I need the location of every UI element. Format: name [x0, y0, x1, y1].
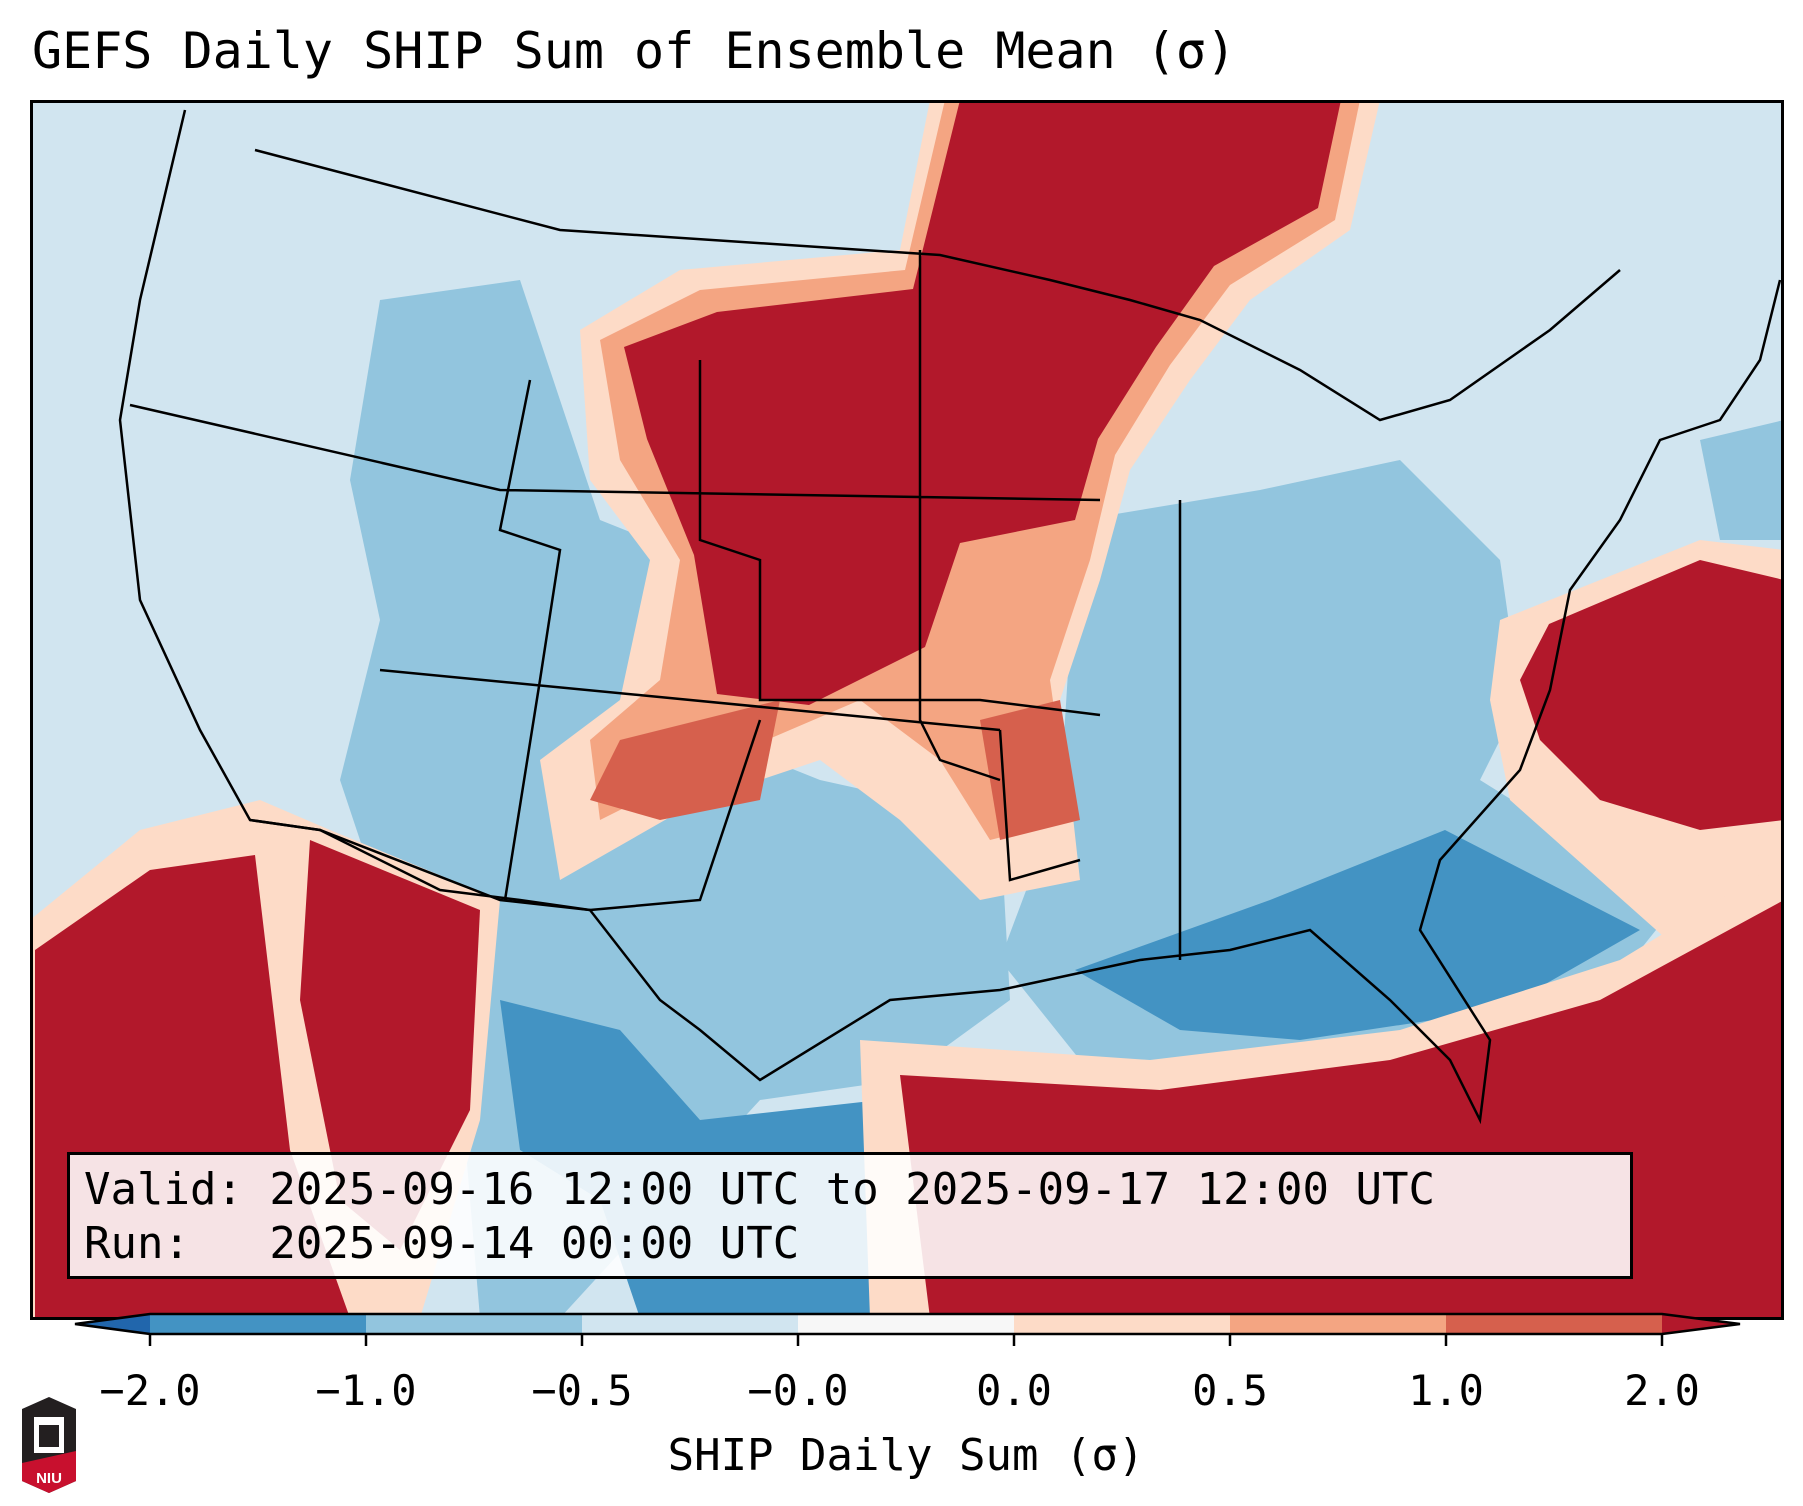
niu-logo: NIU [22, 1397, 76, 1493]
map-title: GEFS Daily SHIP Sum of Ensemble Mean (σ) [32, 22, 1237, 80]
mexico-border [249, 818, 591, 912]
colorbar-segment [1446, 1314, 1662, 1334]
field-dark-blue-southeast [1075, 830, 1640, 1040]
colorbar-tick-label: 1.0 [1408, 1366, 1484, 1415]
colorbar-tick-label: −0.0 [747, 1366, 849, 1415]
colorbar-tick-label: −1.0 [315, 1366, 417, 1415]
field-medium-blue-ne [1700, 420, 1784, 540]
run-time-text: Run: 2025-09-14 00:00 UTC [84, 1218, 800, 1269]
colorbar [74, 1312, 1741, 1346]
state-lines [129, 250, 1182, 960]
field-red-mexico [300, 840, 480, 1250]
map-panel [30, 100, 1784, 1320]
valid-run-info-box: Valid: 2025-09-16 12:00 UTC to 2025-09-1… [67, 1152, 1633, 1279]
field-red-southern-plains [590, 700, 780, 820]
colorbar-tick-label: 0.5 [1192, 1366, 1268, 1415]
svg-text:NIU: NIU [36, 1470, 62, 1487]
colorbar-tick-label: −0.5 [531, 1366, 633, 1415]
colorbar-segment [1230, 1314, 1446, 1334]
colorbar-tick-label: 0.0 [976, 1366, 1052, 1415]
colorbar-segment [1014, 1314, 1230, 1334]
colorbar-tick-label: 2.0 [1624, 1366, 1700, 1415]
colorbar-label: SHIP Daily Sum (σ) [667, 1430, 1145, 1481]
colorbar-extend-low [75, 1314, 150, 1334]
colorbar-segment [150, 1314, 366, 1334]
colorbar-extend-high [1662, 1314, 1740, 1334]
colorbar-segment [798, 1314, 1014, 1334]
field-red-northern-plains [624, 100, 1341, 705]
colorbar-tick-label: −2.0 [99, 1366, 201, 1415]
colorbar-segment [366, 1314, 582, 1334]
colorbar-segment [582, 1314, 798, 1334]
valid-time-text: Valid: 2025-09-16 12:00 UTC to 2025-09-1… [84, 1164, 1436, 1215]
field-red-atlantic [1520, 560, 1784, 830]
canada-border [254, 148, 1621, 422]
boundaries [118, 109, 1782, 1125]
